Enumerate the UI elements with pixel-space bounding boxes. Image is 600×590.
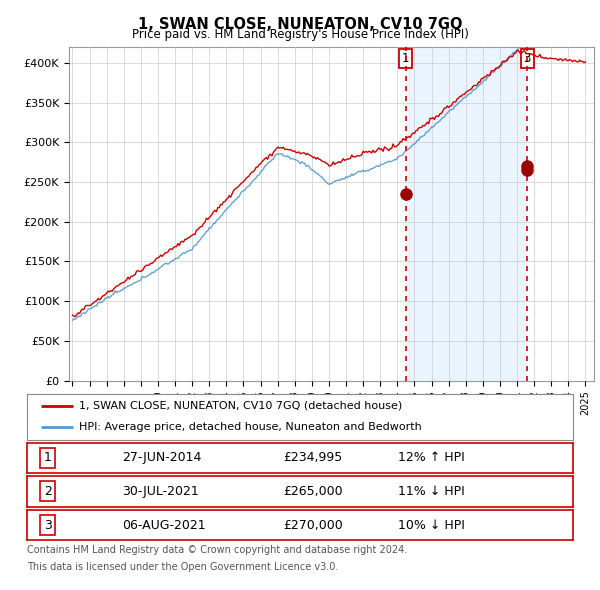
Text: This data is licensed under the Open Government Licence v3.0.: This data is licensed under the Open Gov… bbox=[27, 562, 338, 572]
Text: £270,000: £270,000 bbox=[284, 519, 343, 532]
Text: 27-JUN-2014: 27-JUN-2014 bbox=[122, 451, 202, 464]
Text: 1, SWAN CLOSE, NUNEATON, CV10 7GQ (detached house): 1, SWAN CLOSE, NUNEATON, CV10 7GQ (detac… bbox=[79, 401, 402, 411]
Text: Price paid vs. HM Land Registry's House Price Index (HPI): Price paid vs. HM Land Registry's House … bbox=[131, 28, 469, 41]
Bar bbox=[406, 47, 527, 381]
Text: £234,995: £234,995 bbox=[284, 451, 343, 464]
Text: HPI: Average price, detached house, Nuneaton and Bedworth: HPI: Average price, detached house, Nune… bbox=[79, 422, 422, 432]
Text: 3: 3 bbox=[524, 52, 531, 65]
Text: 06-AUG-2021: 06-AUG-2021 bbox=[122, 519, 206, 532]
Text: 10% ↓ HPI: 10% ↓ HPI bbox=[398, 519, 465, 532]
Text: 12% ↑ HPI: 12% ↑ HPI bbox=[398, 451, 465, 464]
Text: 1: 1 bbox=[402, 52, 409, 65]
Text: 1, SWAN CLOSE, NUNEATON, CV10 7GQ: 1, SWAN CLOSE, NUNEATON, CV10 7GQ bbox=[138, 17, 462, 31]
Text: 11% ↓ HPI: 11% ↓ HPI bbox=[398, 485, 465, 498]
Text: 30-JUL-2021: 30-JUL-2021 bbox=[122, 485, 199, 498]
Text: Contains HM Land Registry data © Crown copyright and database right 2024.: Contains HM Land Registry data © Crown c… bbox=[27, 545, 407, 555]
Text: 3: 3 bbox=[44, 519, 52, 532]
Text: 2: 2 bbox=[44, 485, 52, 498]
Text: 1: 1 bbox=[44, 451, 52, 464]
Text: £265,000: £265,000 bbox=[284, 485, 343, 498]
